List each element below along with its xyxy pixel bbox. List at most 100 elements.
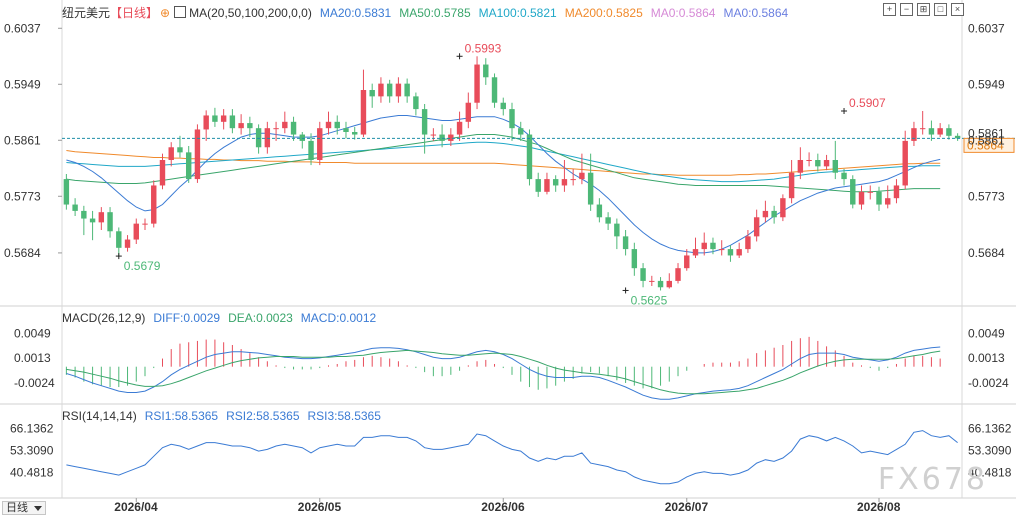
rsi-panel	[66, 430, 958, 485]
candle-body	[701, 242, 707, 250]
macd-dea: DEA:0.0023	[228, 311, 293, 325]
candle-body	[474, 64, 480, 103]
candle-body	[806, 160, 812, 161]
candle-body	[552, 179, 559, 186]
candle-body	[841, 172, 847, 180]
candle-body	[116, 231, 122, 248]
candle-body	[98, 212, 105, 223]
candle-body	[928, 128, 935, 135]
close-icon[interactable]: ×	[951, 3, 964, 16]
candle-body	[456, 121, 463, 135]
candle-body	[229, 115, 236, 129]
candle-body	[378, 83, 384, 97]
rsi2-value: RSI2:58.5365	[226, 409, 300, 423]
candle-body	[788, 172, 795, 199]
candle-body	[194, 129, 201, 180]
candle-body	[343, 128, 349, 132]
settings-icon[interactable]: ⊞	[917, 3, 930, 16]
candle-body	[81, 210, 87, 219]
annotation-label: 0.5993	[465, 41, 502, 55]
rsi3-value: RSI3:58.5365	[307, 409, 381, 423]
candle-body	[317, 128, 323, 160]
candle-body	[264, 128, 271, 148]
candle-body	[675, 268, 681, 281]
rsi-tick-label-left: 66.1362	[10, 422, 54, 436]
candle-body	[404, 83, 410, 97]
timeframe-select[interactable]: 日线	[2, 501, 46, 515]
watermark: FX678	[877, 462, 988, 497]
candle-body	[518, 128, 524, 135]
ma0-value-a: MA0:0.5864	[650, 6, 716, 20]
zoom-out-icon[interactable]: −	[900, 3, 913, 16]
ma0-value-b: MA0:0.5864	[723, 6, 789, 20]
candle-body	[954, 135, 961, 139]
candle-body	[596, 204, 603, 218]
macd-panel	[65, 336, 941, 400]
candle-body	[762, 210, 769, 218]
candle-body	[876, 191, 882, 205]
chart-toolbar: + − ⊞ □ ×	[883, 3, 964, 16]
ma200-value: MA200:0.5825	[564, 6, 643, 20]
last-price-box	[963, 137, 1015, 153]
price-tick-label-left: 0.5949	[4, 77, 41, 91]
ma50-line	[66, 134, 941, 193]
zoom-in-icon[interactable]: +	[883, 3, 896, 16]
candle-body	[911, 128, 917, 141]
panel-dividers	[0, 0, 1016, 499]
rsi-tick-label-right: 53.3090	[968, 444, 1012, 458]
candle-body	[587, 172, 594, 205]
candle-body	[535, 179, 541, 192]
add-icon[interactable]: ⊕	[160, 6, 171, 20]
candle-body	[885, 198, 891, 205]
candle-body	[168, 147, 174, 160]
candle-body	[124, 239, 131, 248]
candle-body	[640, 268, 646, 281]
candle-body	[439, 134, 445, 141]
candle-body	[622, 236, 629, 250]
candle-body	[413, 96, 419, 110]
candle-body	[159, 160, 166, 186]
right-axis: 0.6037 0.5949 0.5861 0.5773 0.5684 0.0049 0.00…	[968, 21, 1012, 479]
macd-value: MACD:0.0012	[300, 311, 377, 325]
candle-body	[509, 109, 515, 129]
macd-tick-label-left: 0.0049	[14, 326, 51, 340]
macd-tick-label-left: 0.0013	[14, 351, 51, 365]
candle-body	[238, 123, 244, 129]
candle-body	[89, 218, 96, 223]
ma20-value: MA20:0.5831	[319, 6, 392, 20]
macd-tick-label-right: -0.0024	[968, 376, 1009, 390]
candle-body	[727, 249, 734, 256]
candle-body	[483, 64, 489, 78]
candle-body	[544, 179, 550, 192]
candle-body	[212, 115, 218, 122]
candle-body	[631, 249, 638, 269]
candle-body	[448, 134, 454, 141]
candle-body	[273, 128, 279, 130]
rsi-tick-label-right: 66.1362	[968, 422, 1012, 436]
candle-body	[815, 160, 821, 167]
annotation-label: 0.5625	[631, 293, 668, 307]
candle-body	[736, 249, 742, 256]
ma-settings-icon[interactable]	[174, 6, 187, 18]
candle-body	[500, 102, 506, 110]
price-tick-label-right: 0.5773	[968, 189, 1005, 203]
timeframe-label: 【日线】	[110, 6, 159, 20]
candle-body	[797, 160, 804, 173]
macd-diff-line	[66, 346, 941, 400]
candle-body	[719, 249, 725, 251]
candle-body	[177, 147, 183, 153]
candle-body	[919, 128, 926, 130]
candle-body	[290, 121, 297, 135]
rsi-label: RSI(14,14,14)	[62, 409, 137, 423]
maximize-icon[interactable]: □	[934, 3, 947, 16]
price-tick-label-right: 0.6037	[968, 21, 1005, 35]
macd-diff: DIFF:0.0029	[153, 311, 221, 325]
candle-body	[72, 204, 78, 211]
candle-body	[771, 210, 777, 218]
macd-tick-label-left: -0.0024	[14, 376, 55, 390]
candle-body	[360, 90, 367, 135]
date-axis: 2026/04 2026/05 2026/06 2026/07 2026/08	[114, 498, 901, 514]
candle-body	[745, 236, 751, 250]
price-annotations: 0.5679 0.5993 0.5625 0.5907	[115, 41, 886, 307]
